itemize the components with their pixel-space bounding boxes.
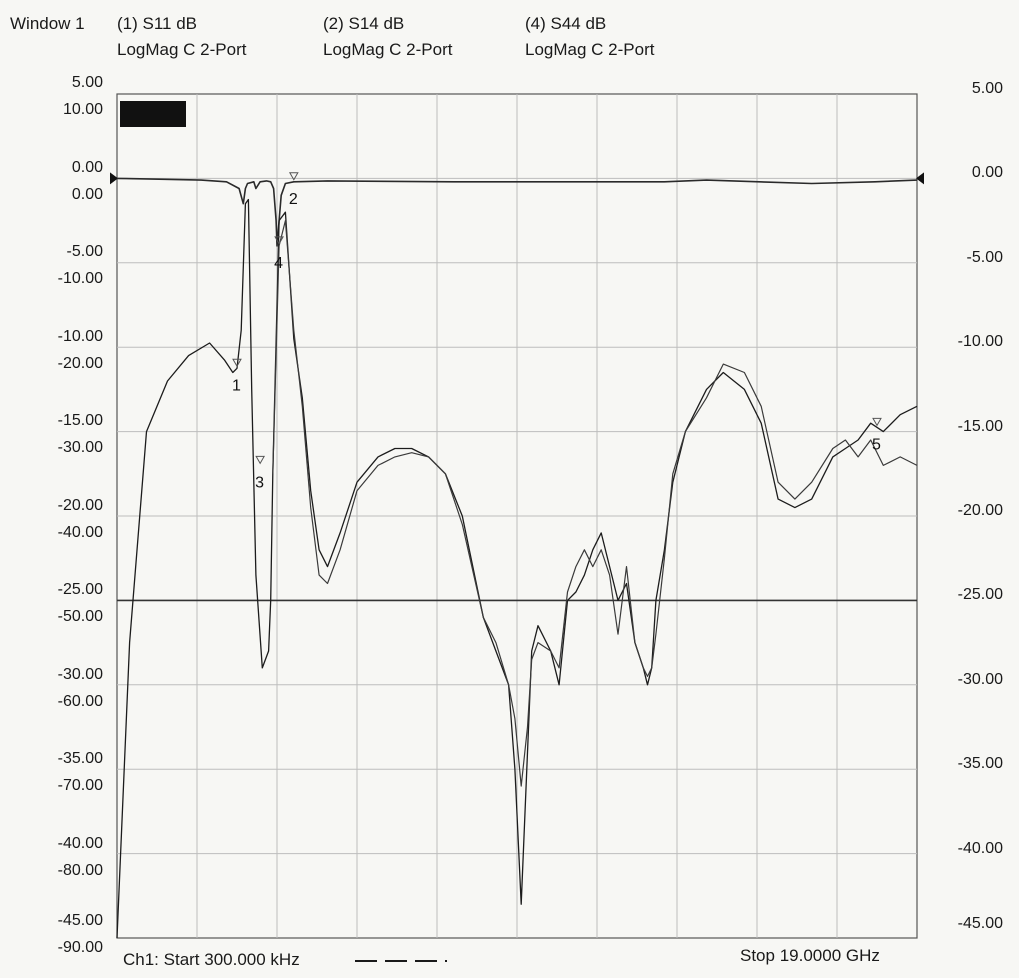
start-frequency-label: Ch1: Start 300.000 kHz: [123, 950, 300, 969]
right-tick: -15.00: [957, 418, 1003, 435]
left-outer-tick: -45.00: [57, 912, 103, 929]
marker-label: 2: [289, 191, 298, 208]
trace-4-title: (4) S44 dB: [525, 14, 607, 33]
right-tick: -10.00: [957, 333, 1003, 350]
right-tick: -25.00: [957, 586, 1003, 603]
window-label: Window 1: [10, 14, 85, 33]
marker-label: 5: [872, 436, 881, 453]
trace-1-format: LogMag C 2-Port: [117, 40, 247, 59]
left-outer-tick: 0.00: [71, 159, 103, 176]
marker-label: 4: [274, 255, 283, 272]
left-inner-tick: -10.00: [57, 270, 103, 287]
left-outer-tick: -10.00: [57, 328, 103, 345]
trace-line-3: [272, 220, 918, 787]
marker-triangle: [232, 358, 242, 368]
right-tick: 0.00: [971, 164, 1003, 181]
trace-1-title: (1) S11 dB: [117, 14, 198, 33]
left-inner-tick: -40.00: [57, 524, 103, 541]
left-inner-tick: -50.00: [57, 608, 103, 625]
trace-2-format: LogMag C 2-Port: [323, 40, 453, 59]
right-tick: -45.00: [957, 915, 1003, 932]
right-tick: -30.00: [957, 671, 1003, 688]
left-inner-tick: 10.00: [62, 101, 103, 118]
left-inner-tick: -30.00: [57, 439, 103, 456]
marker-triangle: [274, 236, 284, 245]
left-inner-tick: -70.00: [57, 777, 103, 794]
left-outer-tick: -35.00: [57, 750, 103, 767]
right-tick: -5.00: [966, 249, 1003, 266]
reference-line: [110, 172, 924, 602]
marker-triangle: [872, 417, 882, 427]
trace-linestyle-sample: [355, 960, 447, 962]
left-outer-tick: 5.00: [71, 74, 103, 91]
trace-line-2: [116, 198, 918, 939]
left-outer-tick: -25.00: [57, 581, 103, 598]
left-inner-tick: -60.00: [57, 693, 103, 710]
left-inner-tick: -90.00: [57, 939, 103, 956]
left-reference-arrow: [110, 172, 118, 185]
left-outer-tick: -40.00: [57, 835, 103, 852]
left-inner-tick: -80.00: [57, 862, 103, 879]
marker-triangle: [288, 172, 299, 181]
left-outer-tick: -15.00: [57, 412, 103, 429]
right-tick: -40.00: [957, 840, 1003, 857]
left-inner-tick: 0.00: [71, 186, 103, 203]
right-tick: -20.00: [957, 502, 1003, 519]
left-outer-tick: -5.00: [66, 243, 103, 260]
left-outer-tick: -30.00: [57, 666, 103, 683]
active-window-indicator: [120, 101, 186, 127]
marker-label: 3: [255, 474, 264, 491]
marker-triangle: [255, 455, 266, 465]
right-reference-arrow: [916, 172, 924, 185]
trace-2-title: (2) S14 dB: [323, 14, 405, 33]
left-inner-tick: -20.00: [57, 355, 103, 372]
trace-line-1: [116, 177, 918, 247]
right-tick: -35.00: [957, 755, 1003, 772]
marker-group: 1 2 3 4 5: [232, 172, 882, 491]
right-tick: 5.00: [971, 80, 1003, 97]
trace-group: [116, 177, 918, 939]
stop-frequency-label: Stop 19.0000 GHz: [740, 946, 880, 965]
marker-label: 1: [232, 377, 241, 394]
left-outer-tick: -20.00: [57, 497, 103, 514]
trace-4-format: LogMag C 2-Port: [525, 40, 655, 59]
